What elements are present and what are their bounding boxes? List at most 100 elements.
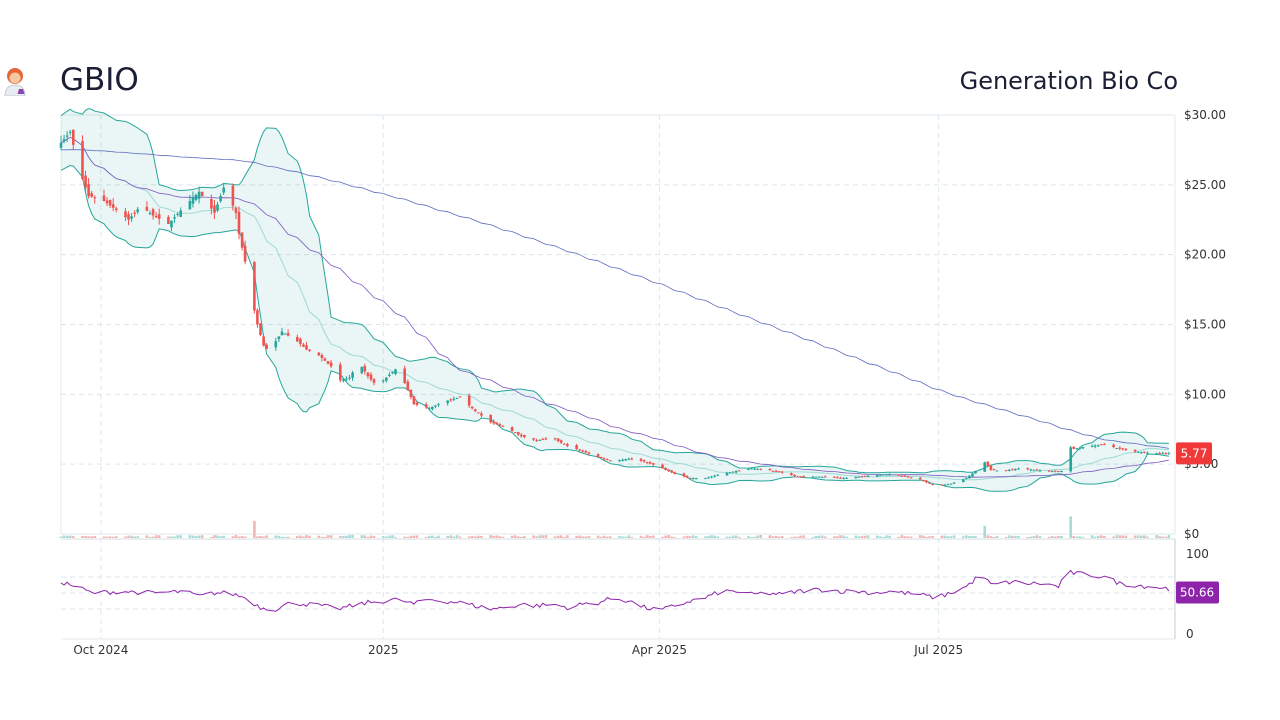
volume-bar: [262, 536, 265, 538]
candle-body: [455, 398, 459, 399]
candle-body: [115, 208, 118, 210]
scientist-woman-emoji-icon: [4, 68, 26, 96]
volume-bar: [1100, 535, 1103, 538]
volume-bar: [639, 535, 643, 538]
candle-body: [584, 451, 588, 453]
grid-lines: [60, 114, 1176, 640]
candle-body: [87, 184, 90, 196]
volume-bar: [759, 535, 762, 538]
candle-body: [1136, 451, 1140, 453]
candle-body: [385, 377, 388, 381]
volume-bar: [191, 535, 195, 538]
candle-body: [639, 458, 643, 461]
volume-bar: [928, 536, 931, 538]
volume-bar: [415, 535, 419, 538]
candlesticks: [59, 129, 1171, 487]
moving-averages: [60, 136, 1169, 478]
volume-bar: [81, 536, 84, 538]
volume-bar: [685, 535, 689, 538]
volume-bar: [716, 536, 720, 538]
volume-bar: [437, 535, 440, 538]
volume-bar: [1121, 535, 1125, 538]
candle-body: [909, 477, 913, 479]
candle-body: [1146, 452, 1149, 454]
candle-body: [68, 131, 72, 133]
candle-body: [523, 435, 526, 437]
candle-body: [664, 468, 667, 470]
volume-bar: [1081, 536, 1085, 538]
candle-body: [1093, 445, 1097, 447]
candle-body: [345, 378, 348, 380]
candle-body: [369, 374, 373, 380]
candle-body: [1004, 470, 1008, 472]
candle-body: [817, 476, 821, 478]
volume-bar: [989, 536, 993, 538]
volume-bar: [946, 536, 950, 538]
candle-body: [517, 432, 520, 435]
volume-bar: [1072, 536, 1075, 538]
candle-body: [897, 474, 901, 476]
candle-body: [581, 450, 584, 452]
volume-bar: [188, 535, 192, 538]
volume-bar: [412, 535, 416, 538]
volume-bar: [538, 535, 542, 538]
volume-bar: [72, 536, 75, 538]
candle-body: [777, 471, 781, 473]
price-tick-label: $0: [1184, 527, 1199, 541]
candle-body: [949, 483, 953, 485]
candle-body: [863, 475, 867, 477]
volume-bar: [578, 535, 581, 538]
candle-body: [544, 438, 548, 440]
candle-body: [323, 358, 327, 361]
volume-bar: [406, 536, 410, 538]
volume-bar: [308, 535, 311, 538]
candle-body: [222, 187, 225, 193]
volume-bar: [157, 535, 161, 538]
candle-body: [1115, 448, 1118, 449]
volume-bar: [1004, 536, 1008, 538]
volume-bar: [127, 535, 130, 538]
candle-body: [191, 198, 195, 204]
volume-bar: [351, 535, 354, 538]
candle-body: [1069, 447, 1072, 472]
volume-bar: [1075, 536, 1079, 538]
volume-bar: [737, 536, 741, 538]
volume-bar: [194, 535, 198, 538]
volume-bar: [428, 535, 431, 538]
volume-bar: [259, 535, 262, 538]
time-tick-label: Jul 2025: [913, 643, 963, 657]
candle-body: [566, 444, 569, 446]
candle-body: [1133, 449, 1137, 452]
volume-bar: [771, 536, 775, 538]
volume-bar: [130, 535, 133, 538]
candle-body: [342, 379, 345, 381]
volume-bar: [802, 535, 805, 538]
volume-bar: [1143, 535, 1146, 538]
candle-body: [1057, 471, 1060, 472]
volume-bar: [728, 536, 732, 538]
volume-bar: [256, 536, 259, 538]
time-tick-label: 2025: [368, 643, 399, 657]
candle-body: [489, 415, 492, 423]
candle-body: [1118, 447, 1122, 449]
volume-bar: [243, 536, 247, 538]
volume-bar: [667, 535, 670, 538]
candle-body: [854, 477, 858, 478]
candle-body: [1038, 470, 1042, 472]
volume-bar: [391, 535, 394, 538]
candle-body: [1103, 444, 1106, 446]
bollinger-bands: [60, 108, 1169, 492]
time-tick-label: Apr 2025: [632, 643, 687, 657]
candle-body: [170, 220, 173, 228]
candle-body: [124, 211, 127, 218]
candle-body: [200, 191, 204, 196]
volume-bar: [888, 535, 891, 538]
candle-body: [946, 484, 950, 486]
volume-bar: [695, 536, 698, 538]
candle-body: [642, 460, 646, 462]
volume-bar: [823, 536, 827, 538]
candle-body: [329, 362, 333, 367]
volume-bar: [734, 535, 738, 538]
volume-bar: [381, 536, 385, 538]
